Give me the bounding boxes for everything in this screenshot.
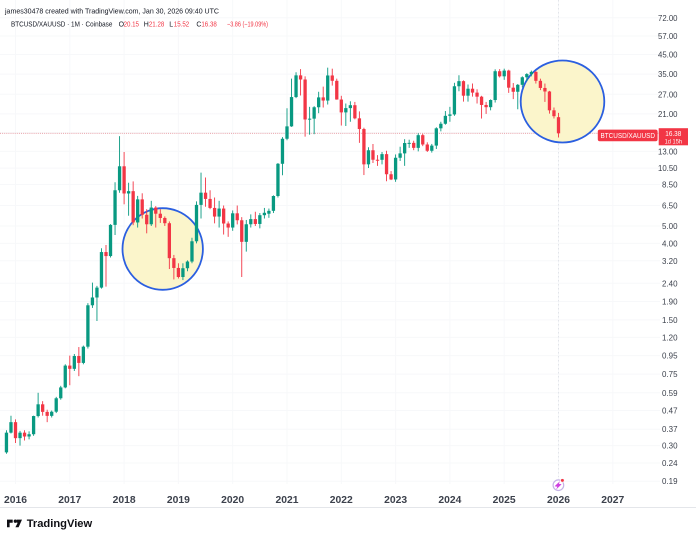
svg-text:−3.86 (−19.09%): −3.86 (−19.09%) <box>227 21 268 28</box>
svg-text:21.00: 21.00 <box>658 110 678 119</box>
svg-text:0.24: 0.24 <box>662 459 678 468</box>
svg-text:BTCUSD/XAUUSD · 1M · Coinbase: BTCUSD/XAUUSD · 1M · Coinbase <box>11 21 112 28</box>
svg-text:2.40: 2.40 <box>662 279 678 288</box>
svg-text:0.47: 0.47 <box>662 407 678 416</box>
svg-text:2025: 2025 <box>493 495 516 506</box>
svg-text:27.00: 27.00 <box>658 90 678 99</box>
svg-text:4.00: 4.00 <box>662 239 678 248</box>
svg-text:2019: 2019 <box>167 495 190 506</box>
svg-text:16.38: 16.38 <box>665 129 681 138</box>
svg-text:8.50: 8.50 <box>662 181 678 190</box>
svg-text:21.28: 21.28 <box>149 21 164 28</box>
svg-text:BTCUSD/XAUUSD: BTCUSD/XAUUSD <box>601 131 656 140</box>
svg-text:20.15: 20.15 <box>124 21 139 28</box>
svg-text:72.00: 72.00 <box>658 14 678 23</box>
svg-text:2024: 2024 <box>438 495 461 506</box>
svg-text:0.19: 0.19 <box>662 477 678 486</box>
svg-text:1.90: 1.90 <box>662 298 678 307</box>
svg-text:2022: 2022 <box>330 495 353 506</box>
svg-text:10.50: 10.50 <box>658 164 678 173</box>
svg-text:13.00: 13.00 <box>658 147 678 156</box>
svg-text:H: H <box>144 21 149 28</box>
svg-text:2021: 2021 <box>276 495 299 506</box>
svg-text:45.00: 45.00 <box>658 51 678 60</box>
svg-text:0.30: 0.30 <box>662 442 678 451</box>
svg-text:0.95: 0.95 <box>662 352 678 361</box>
svg-text:0.75: 0.75 <box>662 370 678 379</box>
svg-text:L: L <box>169 21 173 28</box>
svg-text:2020: 2020 <box>221 495 244 506</box>
svg-text:6.50: 6.50 <box>662 202 678 211</box>
svg-text:2027: 2027 <box>601 495 624 506</box>
svg-text:2018: 2018 <box>113 495 136 506</box>
svg-text:5.00: 5.00 <box>662 222 678 231</box>
svg-text:2023: 2023 <box>384 495 407 506</box>
svg-text:2016: 2016 <box>4 495 27 506</box>
svg-text:3.20: 3.20 <box>662 257 678 266</box>
svg-text:1d 15h: 1d 15h <box>665 139 683 146</box>
svg-text:1.50: 1.50 <box>662 316 678 325</box>
svg-text:57.00: 57.00 <box>658 32 678 41</box>
svg-text:2017: 2017 <box>58 495 81 506</box>
svg-text:0.59: 0.59 <box>662 389 678 398</box>
svg-text:16.38: 16.38 <box>201 21 216 28</box>
svg-text:2026: 2026 <box>547 495 570 506</box>
svg-text:O: O <box>119 21 125 28</box>
svg-text:35.00: 35.00 <box>658 70 678 79</box>
svg-text:1.20: 1.20 <box>662 333 678 342</box>
svg-text:C: C <box>196 21 201 28</box>
svg-text:james30478 created with Tradin: james30478 created with TradingView.com,… <box>4 7 220 16</box>
svg-text:15.52: 15.52 <box>174 21 189 28</box>
svg-text:TradingView: TradingView <box>27 518 93 530</box>
svg-text:0.37: 0.37 <box>662 425 678 434</box>
